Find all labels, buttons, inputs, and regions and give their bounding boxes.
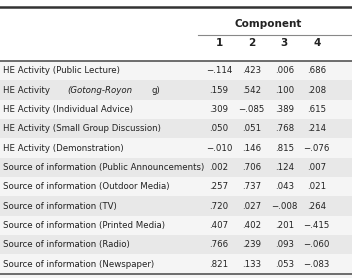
Text: −.083: −.083 bbox=[304, 260, 330, 269]
Text: .239: .239 bbox=[242, 240, 261, 249]
Text: −.114: −.114 bbox=[206, 66, 232, 75]
Text: .133: .133 bbox=[242, 260, 261, 269]
Bar bbox=[0, 235, 352, 254]
Text: .050: .050 bbox=[209, 124, 228, 133]
Text: .615: .615 bbox=[307, 105, 326, 114]
Text: .053: .053 bbox=[275, 260, 294, 269]
Text: HE Activity (Small Group Discussion): HE Activity (Small Group Discussion) bbox=[3, 124, 161, 133]
Text: 4: 4 bbox=[313, 38, 320, 48]
Text: .201: .201 bbox=[275, 221, 294, 230]
Bar bbox=[0, 177, 352, 197]
Text: .006: .006 bbox=[275, 66, 294, 75]
Text: 1: 1 bbox=[215, 38, 222, 48]
Bar bbox=[0, 81, 352, 100]
Bar bbox=[0, 61, 352, 81]
Text: 2: 2 bbox=[248, 38, 255, 48]
Text: .214: .214 bbox=[307, 124, 326, 133]
Text: .766: .766 bbox=[209, 240, 228, 249]
Text: .051: .051 bbox=[242, 124, 261, 133]
Text: .021: .021 bbox=[307, 182, 326, 191]
Text: .002: .002 bbox=[209, 163, 228, 172]
Text: −.076: −.076 bbox=[304, 144, 330, 153]
Text: .007: .007 bbox=[307, 163, 326, 172]
Bar bbox=[0, 119, 352, 138]
Text: HE Activity (Demonstration): HE Activity (Demonstration) bbox=[3, 144, 124, 153]
Text: HE Activity (Public Lecture): HE Activity (Public Lecture) bbox=[3, 66, 120, 75]
Text: .815: .815 bbox=[275, 144, 294, 153]
Bar bbox=[0, 138, 352, 158]
Text: −.415: −.415 bbox=[304, 221, 330, 230]
Text: .389: .389 bbox=[275, 105, 294, 114]
Text: −.060: −.060 bbox=[304, 240, 330, 249]
Text: Component: Component bbox=[234, 19, 302, 29]
Text: 3: 3 bbox=[281, 38, 288, 48]
Text: Source of information (Printed Media): Source of information (Printed Media) bbox=[3, 221, 165, 230]
Text: Source of information (Radio): Source of information (Radio) bbox=[3, 240, 130, 249]
Text: .768: .768 bbox=[275, 124, 294, 133]
Text: .257: .257 bbox=[209, 182, 228, 191]
Text: −.010: −.010 bbox=[206, 144, 232, 153]
Bar bbox=[0, 158, 352, 177]
Text: .821: .821 bbox=[209, 260, 228, 269]
Text: .264: .264 bbox=[307, 202, 326, 211]
Text: .159: .159 bbox=[209, 86, 228, 95]
Text: .542: .542 bbox=[242, 86, 261, 95]
Text: g): g) bbox=[151, 86, 160, 95]
Text: Source of information (Public Announcements): Source of information (Public Announceme… bbox=[3, 163, 204, 172]
Text: .027: .027 bbox=[242, 202, 261, 211]
Text: Source of information (Outdoor Media): Source of information (Outdoor Media) bbox=[3, 182, 169, 191]
Text: .737: .737 bbox=[242, 182, 261, 191]
Text: (Gotong-Royon: (Gotong-Royon bbox=[67, 86, 132, 95]
Text: .402: .402 bbox=[242, 221, 261, 230]
Bar bbox=[0, 197, 352, 216]
Text: .686: .686 bbox=[307, 66, 326, 75]
Text: .043: .043 bbox=[275, 182, 294, 191]
Bar bbox=[0, 216, 352, 235]
Text: .720: .720 bbox=[209, 202, 228, 211]
Text: .208: .208 bbox=[307, 86, 326, 95]
Text: .407: .407 bbox=[209, 221, 228, 230]
Bar bbox=[0, 100, 352, 119]
Text: .146: .146 bbox=[242, 144, 261, 153]
Text: .423: .423 bbox=[242, 66, 261, 75]
Text: −.085: −.085 bbox=[238, 105, 264, 114]
Text: Source of information (TV): Source of information (TV) bbox=[3, 202, 117, 211]
Text: .093: .093 bbox=[275, 240, 294, 249]
Text: HE Activity (Individual Advice): HE Activity (Individual Advice) bbox=[3, 105, 133, 114]
Text: −.008: −.008 bbox=[271, 202, 297, 211]
Bar bbox=[0, 254, 352, 274]
Text: .100: .100 bbox=[275, 86, 294, 95]
Text: Source of information (Newspaper): Source of information (Newspaper) bbox=[3, 260, 154, 269]
Text: HE Activity: HE Activity bbox=[3, 86, 52, 95]
Text: .309: .309 bbox=[209, 105, 228, 114]
Text: .124: .124 bbox=[275, 163, 294, 172]
Text: .706: .706 bbox=[242, 163, 261, 172]
